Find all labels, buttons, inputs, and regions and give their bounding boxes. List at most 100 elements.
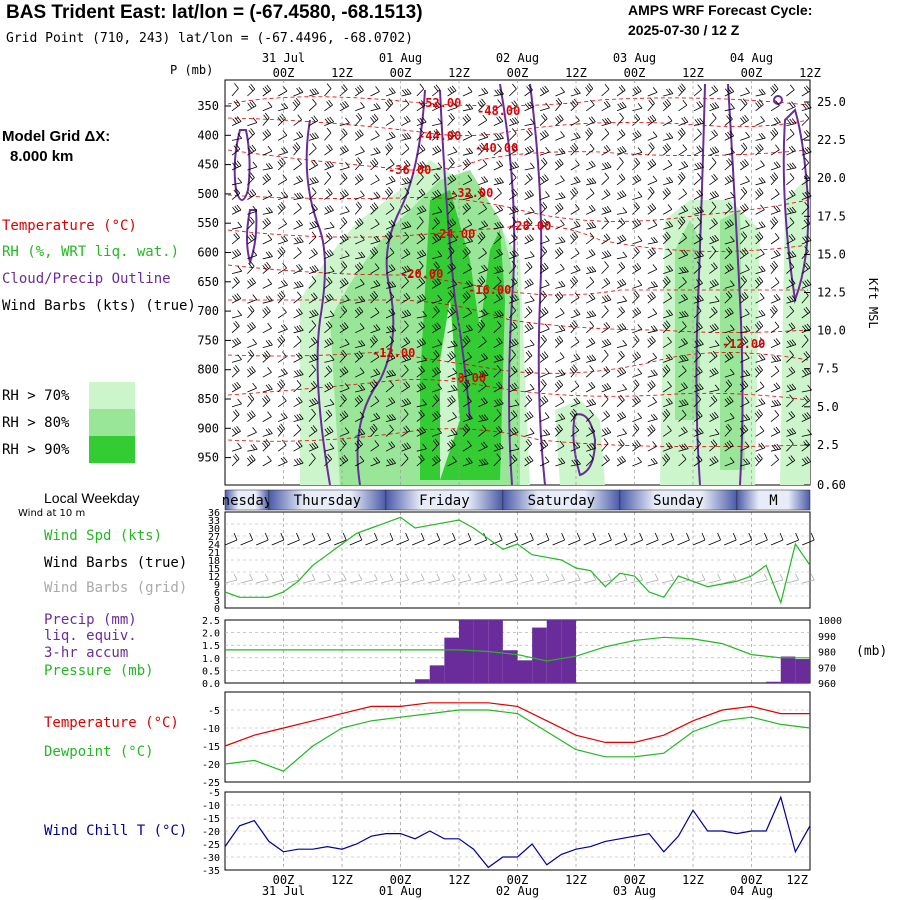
- top-date-label: 31 Jul: [262, 51, 305, 65]
- pressure-tick-label: 550: [197, 216, 219, 230]
- wind-barb: [801, 102, 812, 112]
- weekday-label: Thursday: [294, 493, 361, 509]
- wind-barb: [231, 425, 241, 437]
- wind-barb: [770, 216, 779, 230]
- bottom-hour-label: 12Z: [565, 873, 587, 887]
- wind-barb: [632, 147, 643, 156]
- wind-barb: [740, 458, 751, 467]
- wind-barb: [539, 334, 547, 348]
- wind-barb: [709, 157, 717, 171]
- pressure-tick-label: 700: [197, 304, 219, 318]
- wind-barb: [524, 162, 535, 171]
- panel-frame: [224, 691, 811, 783]
- wind-barb: [662, 292, 672, 304]
- wind-barb-grid: [427, 573, 441, 584]
- wind-barb: [293, 380, 302, 393]
- wind-barb: [355, 101, 365, 112]
- wind-barb: [524, 189, 534, 200]
- wind-barb: [231, 221, 243, 230]
- wind-barb: [570, 292, 580, 304]
- wind-barb: [416, 399, 427, 408]
- wind-barb: [570, 187, 579, 200]
- wind-barb: [570, 98, 579, 112]
- wind-barb: [278, 368, 288, 378]
- wind-barb: [339, 100, 349, 112]
- wind-barb: [739, 336, 749, 348]
- top-hour-label: 12Z: [331, 66, 353, 80]
- wind-barb: [755, 398, 766, 408]
- wind-barb: [678, 310, 689, 319]
- wind-barb-true: [755, 532, 768, 546]
- wind-barb: [739, 142, 748, 156]
- wind-barb: [601, 427, 612, 437]
- wind-barb: [477, 275, 486, 289]
- wind-barb: [709, 411, 719, 422]
- wind-barb: [801, 246, 809, 260]
- wind-barb: [662, 336, 672, 348]
- weekday-label: Friday: [419, 493, 470, 509]
- wind-barb: [308, 397, 319, 408]
- wind-barb: [293, 440, 303, 452]
- wind-barb: [601, 172, 610, 186]
- top-hour-label: 00Z: [273, 66, 295, 80]
- wind-barb: [539, 129, 549, 141]
- wind-barb: [262, 411, 272, 422]
- temperature-contour-label: -40.00: [475, 141, 518, 155]
- wind-barb: [786, 383, 797, 393]
- y-tick-label: 960: [818, 679, 836, 690]
- chart-title: BAS Trident East: lat/lon = (-67.4580, -…: [6, 2, 423, 23]
- wind-barb: [447, 439, 456, 452]
- wind-barb-true: [240, 532, 253, 546]
- wind-barb: [693, 410, 703, 422]
- y-tick-label: 0.0: [202, 679, 220, 690]
- wind-barb: [632, 307, 642, 319]
- wind-barb: [277, 262, 287, 274]
- wind-barb: [231, 409, 240, 422]
- y-tick-label: 1.5: [202, 641, 220, 652]
- wind-barb: [493, 453, 502, 467]
- pressure-tick-label: 950: [197, 451, 219, 465]
- wind-barb: [786, 455, 796, 467]
- wind-barb: [416, 100, 426, 112]
- wind-barb: [462, 396, 472, 408]
- temperature-dewpoint-panel: -5 -10 -15 -20 -25: [202, 691, 811, 789]
- wind-barb: [354, 173, 364, 186]
- wind-barb: [401, 248, 411, 260]
- wind-barb: [231, 381, 241, 393]
- wind-barb: [231, 232, 240, 245]
- wind-barb: [416, 249, 427, 260]
- top-hour-label: 00Z: [390, 66, 412, 80]
- wind-barb: [324, 222, 335, 230]
- wind-barb: [247, 250, 258, 260]
- wind-barb: [478, 397, 488, 408]
- wind-barb: [262, 350, 271, 363]
- wind-barb: [508, 410, 518, 422]
- wind-barb-grid: [755, 573, 768, 584]
- wind-barb: [755, 232, 764, 245]
- wind-barb: [539, 85, 549, 97]
- wind-barb: [524, 438, 532, 452]
- wind-barb: [693, 339, 704, 348]
- wind-barb: [709, 456, 719, 467]
- wind-barb: [231, 133, 243, 141]
- wind-barb: [632, 368, 643, 378]
- pressure-label: Pressure (mb): [44, 663, 154, 679]
- y-tick-label: -20: [202, 827, 220, 838]
- wind-barb: [524, 428, 535, 437]
- precip-accum-label: 3-hr accum: [44, 645, 129, 661]
- height-tick-label: 25.0: [817, 95, 846, 109]
- wind-barb: [385, 142, 394, 156]
- height-tick-label: 22.5: [817, 133, 846, 147]
- wind-barb: [724, 147, 735, 156]
- wind-barb: [493, 425, 503, 437]
- wind-barb: [447, 323, 458, 334]
- wind-barb: [293, 424, 302, 437]
- cross-section-wind-barbs: [231, 83, 812, 467]
- wind-barb: [786, 427, 797, 437]
- wind-barb: [384, 186, 393, 200]
- wind-barb: [431, 172, 441, 186]
- wind-barb: [278, 412, 288, 422]
- wind-barb: [478, 220, 489, 230]
- wind-barb: [308, 320, 317, 334]
- wind-barb: [569, 231, 579, 245]
